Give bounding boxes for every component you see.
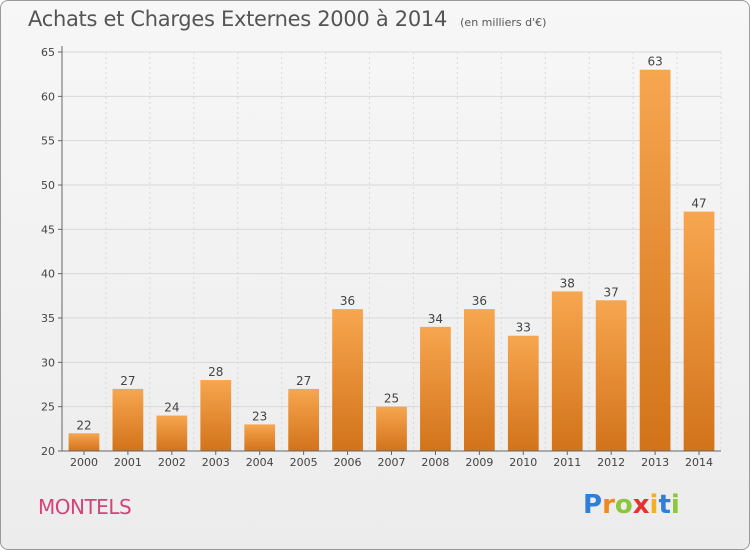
bar-value-label: 23 [252,409,267,423]
y-tick-label: 50 [41,179,55,192]
y-tick-label: 65 [41,46,55,59]
x-tick-label: 2007 [378,456,406,469]
bar [376,406,407,451]
bar-value-label: 37 [604,285,619,299]
x-tick-label: 2009 [465,456,493,469]
brand-letter: x [632,490,650,520]
x-tick-label: 2012 [597,456,625,469]
x-tick-label: 2000 [70,456,98,469]
bar [112,388,144,451]
x-tick-label: 2003 [202,456,230,469]
x-tick-label: 2011 [553,456,581,469]
bar [68,433,100,451]
x-tick-label: 2008 [421,456,449,469]
bar-value-label: 36 [472,294,487,308]
bar [200,380,232,451]
brand-logo: Proxiti [583,490,680,520]
bar [156,415,188,451]
x-tick-label: 2006 [334,456,362,469]
y-tick-label: 35 [41,312,55,325]
bar-value-label: 27 [296,374,311,388]
x-tick-label: 2002 [158,456,186,469]
brand-letter: i [649,490,659,520]
y-tick-label: 45 [41,223,55,236]
bar [507,335,539,451]
x-tick-label: 2004 [246,456,274,469]
axes [58,46,721,455]
bar-value-label: 28 [208,365,223,379]
y-tick-label: 25 [41,401,55,414]
x-tick-label: 2010 [509,456,537,469]
brand-letter: P [583,490,603,520]
x-tick-label: 2014 [685,456,713,469]
bar-value-label: 25 [384,392,399,406]
chart-title: Achats et Charges Externes 2000 à 2014 [28,7,448,31]
bar-value-label: 36 [340,294,355,308]
y-tick-label: 55 [41,135,55,148]
brand-letter: o [614,490,633,520]
bar [463,309,495,451]
y-tick-label: 20 [41,445,55,458]
brand-letter: t [658,490,671,520]
bar [595,300,627,451]
bar-value-label: 24 [164,401,179,415]
title-row: Achats et Charges Externes 2000 à 2014 (… [28,7,546,31]
bar-value-label: 63 [647,55,662,69]
bar-value-label: 22 [76,418,91,432]
x-tick-label: 2001 [114,456,142,469]
bar [332,309,363,451]
bar [420,326,451,451]
bar [244,424,276,451]
chart-subtitle: (en milliers d'€) [460,16,547,29]
bar [551,291,583,451]
x-tick-label: 2013 [641,456,669,469]
brand-letter: i [670,490,680,520]
bar [639,69,671,451]
bar-value-label: 47 [691,197,706,211]
bar-value-label: 33 [516,321,531,335]
bar-value-label: 27 [120,374,135,388]
x-tick-label: 2005 [290,456,318,469]
y-tick-label: 30 [41,356,55,369]
y-tick-label: 60 [41,90,55,103]
bar-value-label: 34 [428,312,443,326]
y-tick-label: 40 [41,268,55,281]
bar-value-label: 38 [560,276,575,290]
brand-letter: r [602,490,615,520]
bar [288,388,320,451]
location-label: MONTELS [38,495,132,519]
bar [683,211,715,451]
bars [68,69,715,451]
labels: 20 25 30 35 40 45 50 55 60 65 22 2000 27 2001 24 2002 28… [41,46,713,469]
